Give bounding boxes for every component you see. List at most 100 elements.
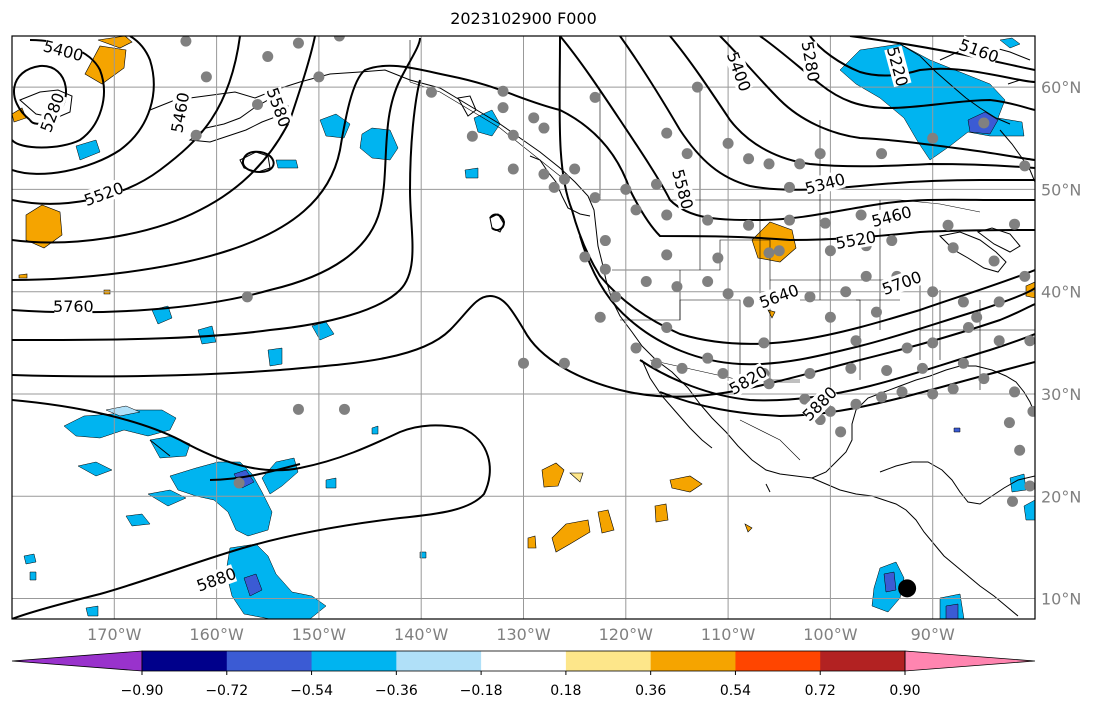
station-marker xyxy=(594,311,606,323)
station-marker xyxy=(630,342,642,354)
colorbar-segment xyxy=(565,651,652,671)
station-marker xyxy=(988,255,1000,267)
station-marker xyxy=(558,173,570,185)
station-marker xyxy=(717,368,729,380)
station-marker xyxy=(743,219,755,231)
contour-label-text: 5760 xyxy=(53,297,94,316)
station-marker xyxy=(881,364,893,376)
colorbar: −0.90 −0.72 −0.54 −0.36 −0.18 0.18 0.36 0.54 0.7… xyxy=(11,650,1036,699)
colorbar-tick-label: −0.18 xyxy=(460,683,503,699)
contour-label-bg xyxy=(757,280,800,311)
lon-tick-label: 100°W xyxy=(803,625,858,644)
station-marker xyxy=(845,362,857,374)
lat-tick-label: 10°N xyxy=(1041,590,1081,609)
station-marker xyxy=(855,209,867,221)
map-title: 2023102900 F000 xyxy=(450,9,597,28)
colorbar-tick-label: 0.54 xyxy=(720,683,751,699)
station-marker xyxy=(538,122,550,134)
station-marker xyxy=(507,163,519,175)
station-marker xyxy=(860,270,872,282)
station-marker xyxy=(773,245,785,257)
station-marker xyxy=(661,127,673,139)
station-marker xyxy=(804,291,816,303)
colorbar-high-extend xyxy=(904,650,1036,672)
contour-label-bg xyxy=(669,168,697,210)
station-marker xyxy=(824,311,836,323)
station-marker xyxy=(712,252,724,264)
lon-tick-label: 90°W xyxy=(911,625,955,644)
colorbar-segment xyxy=(311,651,397,671)
station-marker xyxy=(743,296,755,308)
station-marker xyxy=(640,275,652,287)
colorbar-segment xyxy=(735,651,821,671)
station-marker xyxy=(1014,444,1026,456)
contour-label-bg xyxy=(727,362,770,398)
contour-label-bg xyxy=(54,297,93,316)
colorbar-tick-label: −0.90 xyxy=(121,683,164,699)
contour-label-bg xyxy=(724,50,755,93)
colorbar-tick-label: −0.72 xyxy=(205,683,248,699)
lat-tick-label: 20°N xyxy=(1041,487,1081,506)
station-marker xyxy=(1024,335,1035,347)
station-marker xyxy=(620,183,632,195)
station-marker xyxy=(681,148,693,160)
station-marker xyxy=(233,477,245,489)
station-marker xyxy=(333,36,345,42)
station-marker xyxy=(650,357,662,369)
coastlines xyxy=(19,43,1035,617)
station-marker xyxy=(763,158,775,170)
station-marker xyxy=(466,130,478,142)
station-marker xyxy=(971,311,983,323)
station-marker xyxy=(850,335,862,347)
station-marker xyxy=(840,286,852,298)
station-marker xyxy=(338,403,350,415)
station-marker xyxy=(702,275,714,287)
colorbar-segment xyxy=(820,651,906,671)
station-marker xyxy=(599,235,611,247)
station-marker xyxy=(722,137,734,149)
station-marker xyxy=(661,209,673,221)
contour-label-bg xyxy=(167,92,192,133)
contour-label-bg xyxy=(870,202,913,230)
station-marker xyxy=(292,403,304,415)
lon-tick-label: 170°W xyxy=(87,625,142,644)
contour-label-bg xyxy=(958,35,1001,66)
contour-label-bg xyxy=(42,36,85,64)
colorbar-segment xyxy=(650,651,736,671)
station-marker xyxy=(947,242,959,254)
station-marker xyxy=(1009,386,1021,398)
colorbar-segment xyxy=(226,651,313,671)
station-marker xyxy=(180,36,192,47)
station-marker xyxy=(927,132,939,144)
colorbar-tick-label: 0.18 xyxy=(550,683,581,699)
contour-label-bg xyxy=(884,45,912,88)
station-marker xyxy=(819,217,831,229)
station-marker xyxy=(497,85,509,97)
station-marker xyxy=(610,291,622,303)
station-marker xyxy=(993,296,1005,308)
station-marker xyxy=(190,129,202,141)
station-marker xyxy=(252,99,264,111)
positive-anomaly-shading xyxy=(12,36,1035,553)
station-marker xyxy=(691,81,703,93)
station-marker xyxy=(1006,495,1018,507)
lat-tick-label: 40°N xyxy=(1041,283,1081,302)
contour-label: 5580 xyxy=(668,167,697,211)
colorbar-segment xyxy=(142,651,228,671)
contour-label-bg xyxy=(835,227,877,252)
station-marker xyxy=(569,163,581,175)
station-marker xyxy=(661,322,673,333)
contour-label-bg xyxy=(804,169,846,197)
station-marker xyxy=(507,129,519,141)
station-marker xyxy=(518,357,529,369)
station-marker xyxy=(538,168,550,180)
station-marker xyxy=(1027,405,1035,417)
negative-anomaly-shading xyxy=(23,37,1035,619)
station-marker xyxy=(978,117,990,129)
station-marker xyxy=(927,337,939,349)
station-marker xyxy=(497,102,509,114)
contour-label-bg xyxy=(82,178,125,209)
station-marker xyxy=(661,249,673,261)
